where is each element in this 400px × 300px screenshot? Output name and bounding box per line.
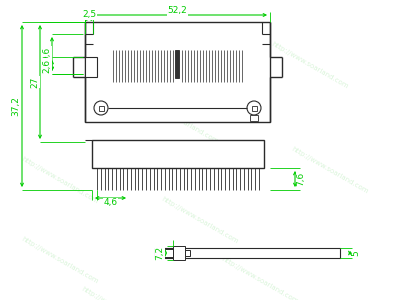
Bar [175, 50, 179, 78]
Bar [155, 248, 340, 258]
Bar [85, 22, 270, 122]
Text: http://www.soarland.com: http://www.soarland.com [80, 286, 160, 300]
Text: http://www.soarland.com: http://www.soarland.com [160, 196, 240, 244]
Text: http://www.soarland.com: http://www.soarland.com [290, 146, 370, 194]
Bar [173, 246, 185, 260]
Text: 7,6: 7,6 [296, 172, 306, 186]
Text: 5: 5 [352, 250, 360, 256]
Text: 37,2: 37,2 [12, 96, 20, 116]
Text: http://www.soarland.com: http://www.soarland.com [270, 40, 350, 89]
Text: 7,2: 7,2 [156, 246, 164, 260]
Text: 9,6: 9,6 [42, 47, 52, 61]
Bar [155, 249, 173, 257]
Bar [98, 106, 104, 110]
Text: 4,6: 4,6 [104, 199, 118, 208]
Bar [250, 115, 258, 121]
Bar [85, 57, 97, 77]
Bar [252, 106, 256, 110]
Text: 2,6: 2,6 [42, 58, 52, 73]
Bar [185, 250, 190, 256]
Bar [92, 140, 264, 168]
Text: http://www.soarland.com: http://www.soarland.com [140, 95, 220, 145]
Text: http://www.soarland.com: http://www.soarland.com [20, 155, 100, 205]
Text: http://www.soarland.com: http://www.soarland.com [220, 256, 300, 300]
Text: 2,5: 2,5 [82, 11, 96, 20]
Text: 27: 27 [30, 76, 40, 88]
Text: http://www.soarland.com: http://www.soarland.com [20, 236, 100, 284]
Text: 52,2: 52,2 [168, 7, 187, 16]
